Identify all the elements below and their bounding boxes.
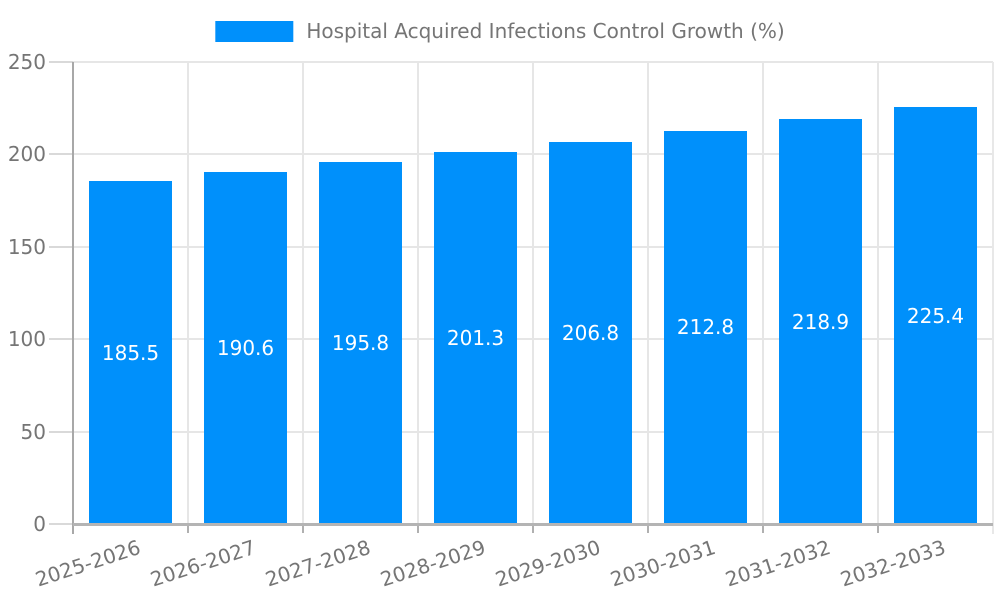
bar[interactable] [549, 141, 632, 524]
y-axis-tick [49, 245, 73, 248]
gridline-vertical [532, 62, 534, 524]
y-axis-label: 150 [7, 234, 46, 259]
y-axis-label: 100 [7, 327, 46, 352]
bar[interactable] [894, 107, 977, 524]
bar[interactable] [779, 119, 862, 524]
bar-value-label: 190.6 [216, 335, 275, 360]
x-axis-tick [762, 524, 764, 533]
x-axis-label: 2028-2029 [377, 535, 489, 592]
gridline-vertical [302, 62, 304, 524]
x-axis-label: 2031-2032 [722, 535, 834, 592]
gridline-horizontal [73, 61, 993, 63]
y-axis-tick [49, 523, 73, 525]
x-axis-tick [302, 524, 304, 533]
y-axis-label: 0 [33, 512, 46, 536]
y-axis-label: 200 [7, 142, 46, 167]
bar[interactable] [434, 151, 517, 524]
x-axis-label: 2032-2033 [837, 535, 949, 592]
x-axis-label: 2027-2028 [262, 535, 374, 592]
bar-value-label: 185.5 [101, 340, 160, 365]
bar[interactable] [204, 171, 287, 524]
x-axis-label: 2025-2026 [32, 535, 144, 592]
y-axis-tick [49, 338, 73, 341]
x-axis-baseline [73, 523, 993, 526]
x-axis-tick [417, 524, 419, 533]
y-axis-tick [49, 153, 73, 156]
bar-value-label: 212.8 [676, 315, 735, 340]
gridline-vertical [187, 62, 189, 524]
gridline-vertical [877, 62, 879, 524]
gridline-vertical [762, 62, 764, 524]
chart-legend[interactable]: Hospital Acquired Infections Control Gro… [215, 19, 785, 43]
x-axis-label: 2029-2030 [492, 535, 604, 592]
y-axis-tick [49, 430, 73, 433]
x-axis-label: 2026-2027 [147, 535, 259, 592]
bar[interactable] [664, 130, 747, 524]
x-axis-tick [532, 524, 534, 533]
x-axis-label: 2030-2031 [607, 535, 719, 592]
bar-value-label: 195.8 [331, 331, 390, 356]
x-axis-tick [877, 524, 879, 533]
bar-value-label: 206.8 [561, 320, 620, 345]
y-axis-tick [49, 61, 73, 63]
bar-value-label: 225.4 [906, 303, 965, 328]
bar-value-label: 218.9 [791, 309, 850, 334]
y-axis-line [72, 62, 74, 534]
x-axis-tick [647, 524, 649, 533]
plot-right-border [992, 62, 994, 534]
bar[interactable] [89, 181, 172, 524]
legend-label: Hospital Acquired Infections Control Gro… [306, 19, 785, 43]
y-axis-label: 250 [7, 50, 46, 74]
gridline-vertical [647, 62, 649, 524]
gridline-vertical [417, 62, 419, 524]
bar-value-label: 201.3 [446, 325, 505, 350]
legend-swatch-icon [215, 20, 294, 42]
bar[interactable] [319, 162, 402, 524]
x-axis-tick [187, 524, 189, 533]
y-axis-label: 50 [20, 419, 46, 444]
